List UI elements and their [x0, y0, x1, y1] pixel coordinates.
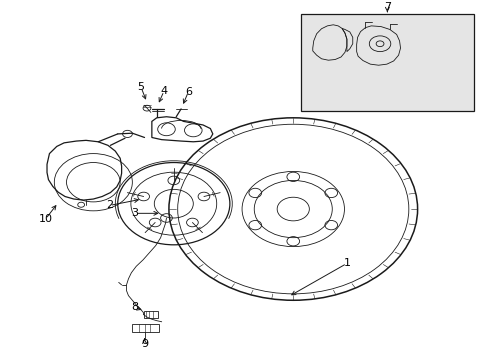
Bar [132, 324, 159, 333]
Text: 9: 9 [141, 339, 148, 349]
Bar [300, 14, 473, 111]
Text: 4: 4 [160, 86, 167, 96]
Text: 10: 10 [39, 214, 52, 224]
Text: 8: 8 [131, 302, 138, 312]
Text: 7: 7 [383, 2, 390, 12]
Text: 2: 2 [106, 201, 113, 211]
Text: 3: 3 [131, 208, 138, 218]
Text: 6: 6 [184, 87, 191, 97]
Text: 5: 5 [137, 82, 144, 93]
Bar [143, 311, 158, 318]
Text: 1: 1 [343, 258, 350, 269]
